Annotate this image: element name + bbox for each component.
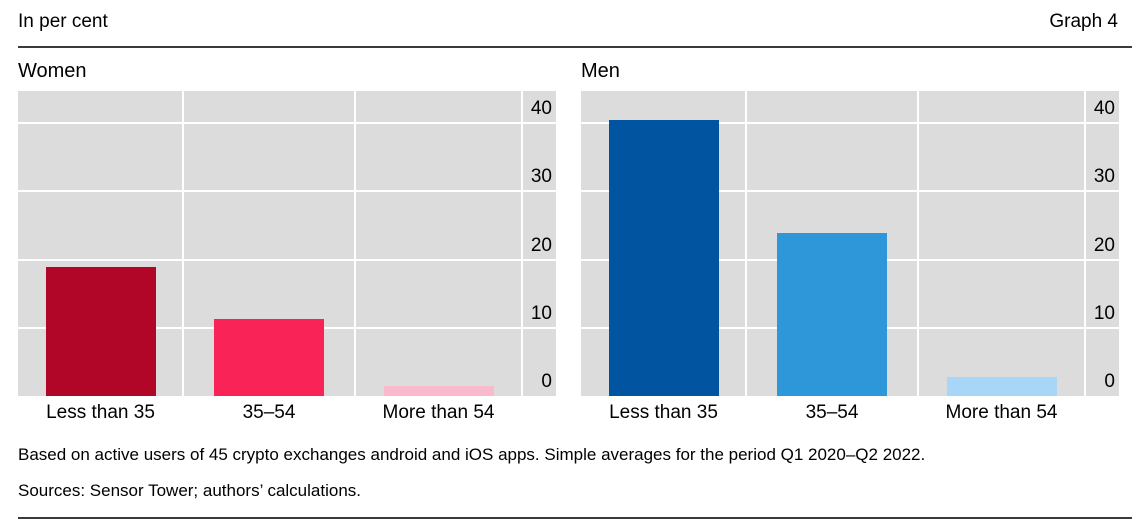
- y-tick-label-10: 10: [1093, 302, 1115, 324]
- gridline-vertical: [745, 91, 747, 396]
- graph-number-label: Graph 4: [1049, 11, 1118, 32]
- gridline-vertical: [917, 91, 919, 396]
- y-tick-label-20: 20: [530, 234, 552, 256]
- bar-men-more-than-54: [946, 376, 1057, 396]
- gridline-vertical: [1084, 91, 1086, 396]
- y-tick-label-30: 30: [1093, 166, 1115, 188]
- chart-panel-women: Women 0 10 20 30 40 Less than 35 35–54 More than…: [18, 58, 556, 430]
- gridline-vertical: [354, 91, 356, 396]
- gridline-horizontal: [18, 122, 556, 125]
- x-category-label-less-than-35: Less than 35: [46, 402, 155, 423]
- gridline-vertical: [182, 91, 184, 396]
- units-label: In per cent: [18, 11, 108, 32]
- plot-area-women: 0 10 20 30 40: [18, 91, 556, 396]
- panel-title-men: Men: [581, 60, 620, 82]
- y-tick-label-40: 40: [1093, 98, 1115, 120]
- y-tick-label-0: 0: [541, 371, 552, 392]
- gridline-horizontal: [18, 190, 556, 193]
- bar-women-less-than-35: [45, 267, 156, 396]
- panel-title-women: Women: [18, 60, 87, 82]
- bar-women-35-54: [214, 318, 324, 396]
- bar-men-35-54: [777, 232, 887, 396]
- bottom-divider: [18, 517, 1132, 519]
- gridline-horizontal: [18, 258, 556, 261]
- x-category-label-more-than-54: More than 54: [945, 402, 1058, 423]
- gridline-horizontal: [581, 122, 1119, 125]
- x-category-label-more-than-54: More than 54: [382, 402, 495, 423]
- x-category-label-less-than-35: Less than 35: [609, 402, 718, 423]
- bar-men-less-than-35: [608, 120, 719, 396]
- y-tick-label-40: 40: [530, 98, 552, 120]
- footnote-sources: Sources: Sensor Tower; authors’ calculat…: [18, 481, 362, 500]
- bar-women-more-than-54: [383, 386, 494, 396]
- chart-panel-men: Men 0 10 20 30 40 Less than 35 35–54 More than 5…: [581, 58, 1119, 430]
- y-tick-label-30: 30: [530, 166, 552, 188]
- y-tick-label-20: 20: [1093, 234, 1115, 256]
- gridline-vertical: [521, 91, 523, 396]
- y-tick-label-0: 0: [1104, 371, 1115, 392]
- y-tick-label-10: 10: [530, 302, 552, 324]
- top-divider: [18, 46, 1132, 48]
- x-category-label-35-54: 35–54: [242, 402, 296, 423]
- footnote-note: Based on active users of 45 crypto excha…: [18, 445, 926, 464]
- gridline-horizontal: [581, 190, 1119, 193]
- plot-area-men: 0 10 20 30 40: [581, 91, 1119, 396]
- x-category-label-35-54: 35–54: [805, 402, 859, 423]
